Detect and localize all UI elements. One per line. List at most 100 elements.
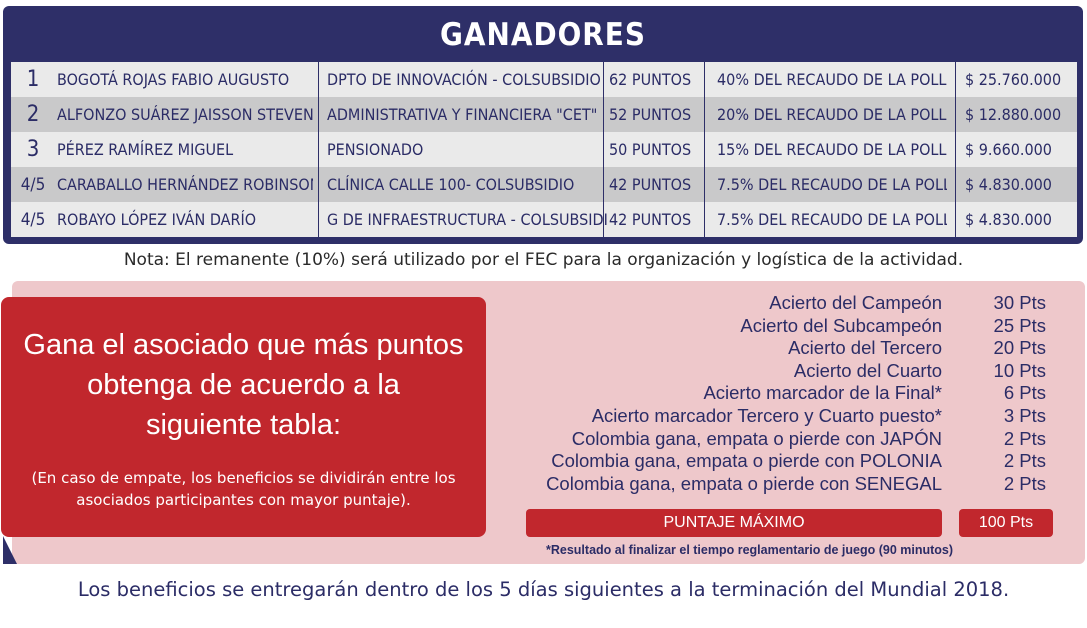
scoring-row: Colombia gana, empata o pierde con SENEG… [490,473,1060,496]
column-divider [955,97,956,132]
winner-name: CARABALLO HERNÁNDEZ ROBINSON [57,175,313,194]
column-divider [955,132,956,167]
winners-title: GANADORES [440,17,646,53]
winner-row: 3 PÉREZ RAMÍREZ MIGUEL PENSIONADO 50 PUN… [11,132,1077,167]
result-footnote: *Resultado al finalizar el tiempo reglam… [546,543,954,557]
winner-position: 1 [26,67,40,92]
winner-share: 40% DEL RECAUDO DE LA POLLA [717,70,947,89]
scoring-points: 30 Pts [993,292,1046,313]
column-divider [704,132,705,167]
scoring-row: Colombia gana, empata o pierde con POLON… [490,450,1060,473]
scoring-label: Colombia gana, empata o pierde con POLON… [551,450,942,472]
scoring-row: Acierto del Tercero 20 Pts [490,337,1060,360]
winner-name: ALFONZO SUÁREZ JAISSON STEVEN [57,105,313,124]
column-divider [955,202,956,237]
scoring-label: Colombia gana, empata o pierde con JAPÓN [571,427,942,449]
column-divider [603,132,604,167]
tie-break-line: (En caso de empate, los beneficios se di… [31,469,456,487]
rules-callout: Gana el asociado que más puntos obtenga … [1,297,486,537]
column-divider [955,62,956,97]
benefits-delivery-note: Los beneficios se entregarán dentro de l… [77,578,1010,601]
column-divider [603,97,604,132]
scoring-label: Acierto del Subcampeón [740,314,942,336]
winner-points: 42 PUNTOS [609,175,692,194]
scoring-points: 2 Pts [1003,450,1046,472]
winner-points: 50 PUNTOS [609,140,692,159]
scoring-table: Acierto del Campeón 30 Pts Acierto del S… [490,292,1060,495]
remainder-note: Nota: El remanente (10%) será utilizado … [123,250,964,270]
scoring-points: 25 Pts [993,314,1046,336]
winner-row: 4/5 CARABALLO HERNÁNDEZ ROBINSON CLÍNICA… [11,167,1077,202]
column-divider [318,202,319,237]
scoring-points: 2 Pts [1003,427,1046,449]
winner-name: ROBAYO LÓPEZ IVÁN DARÍO [57,210,257,229]
winner-name: BOGOTÁ ROJAS FABIO AUGUSTO [57,70,290,89]
winner-department: DPTO DE INNOVACIÓN - COLSUBSIDIO [327,70,601,89]
scoring-label: Colombia gana, empata o pierde con SENEG… [546,472,942,494]
scoring-label: Acierto del Tercero [788,337,942,359]
winner-points: 52 PUNTOS [609,105,692,124]
winner-share: 15% DEL RECAUDO DE LA POLLA [717,140,947,159]
winner-row: 4/5 ROBAYO LÓPEZ IVÁN DARÍO G DE INFRAES… [11,202,1077,237]
column-divider [318,167,319,202]
scoring-points: 2 Pts [1003,472,1046,494]
scoring-points: 3 Pts [1003,404,1046,426]
winner-department: G DE INFRAESTRUCTURA - COLSUBSIDIO [327,210,607,229]
scoring-label: Acierto del Cuarto [793,359,942,381]
scoring-points: 10 Pts [993,359,1046,381]
scoring-points: 20 Pts [993,337,1046,359]
winner-position: 3 [26,137,40,162]
column-divider [704,202,705,237]
rules-headline-line: Gana el asociado que más puntos [23,329,464,361]
column-divider [704,97,705,132]
rules-headline: Gana el asociado que más puntos obtenga … [11,325,476,445]
winner-amount: $ 9.660.000 [965,140,1052,159]
scoring-label: Acierto del Campeón [769,292,942,313]
winner-amount: $ 4.830.000 [965,175,1052,194]
winner-amount: $ 12.880.000 [965,105,1062,124]
column-divider [318,62,319,97]
scoring-row: Acierto del Subcampeón 25 Pts [490,315,1060,338]
winner-position: 4/5 [20,210,46,230]
column-divider [318,97,319,132]
winner-share: 7.5% DEL RECAUDO DE LA POLLA [717,210,947,229]
winner-amount: $ 25.760.000 [965,70,1062,89]
winner-position: 2 [26,102,40,127]
scoring-points: 6 Pts [1003,382,1046,404]
winner-department: PENSIONADO [327,140,424,159]
tie-break-line: asociados participantes con mayor puntaj… [76,491,411,509]
winner-department: CLÍNICA CALLE 100- COLSUBSIDIO [327,175,575,194]
column-divider [603,202,604,237]
rules-headline-line: obtenga de acuerdo a la [87,369,400,401]
tie-break-note: (En caso de empate, los beneficios se di… [11,467,476,511]
winner-points: 62 PUNTOS [609,70,692,89]
scoring-row: Acierto del Cuarto 10 Pts [490,360,1060,383]
max-score-value: 100 Pts [959,509,1053,537]
column-divider [318,132,319,167]
winners-table: 1 BOGOTÁ ROJAS FABIO AUGUSTO DPTO DE INN… [11,62,1077,238]
scoring-label: Acierto marcador Tercero y Cuarto puesto… [591,404,942,426]
scoring-row: Acierto marcador de la Final* 6 Pts [490,382,1060,405]
max-score-label: PUNTAJE MÁXIMO [526,509,942,537]
scoring-row: Colombia gana, empata o pierde con JAPÓN… [490,428,1060,451]
winner-department: ADMINISTRATIVA Y FINANCIERA "CET" [327,105,598,124]
winner-share: 20% DEL RECAUDO DE LA POLLA [717,105,947,124]
scoring-label: Acierto marcador de la Final* [703,382,942,404]
winner-row: 2 ALFONZO SUÁREZ JAISSON STEVEN ADMINIST… [11,97,1077,132]
winner-share: 7.5% DEL RECAUDO DE LA POLLA [717,175,947,194]
scoring-row: Acierto marcador Tercero y Cuarto puesto… [490,405,1060,428]
winner-points: 42 PUNTOS [609,210,692,229]
column-divider [955,167,956,202]
winner-name: PÉREZ RAMÍREZ MIGUEL [57,140,234,159]
panel-corner-accent [3,536,17,564]
winner-amount: $ 4.830.000 [965,210,1052,229]
rules-headline-line: siguiente tabla: [145,409,342,441]
column-divider [603,167,604,202]
column-divider [603,62,604,97]
winner-row: 1 BOGOTÁ ROJAS FABIO AUGUSTO DPTO DE INN… [11,62,1077,97]
winner-position: 4/5 [20,175,46,195]
winners-panel: GANADORES 1 BOGOTÁ ROJAS FABIO AUGUSTO D… [3,6,1083,244]
column-divider [704,167,705,202]
scoring-row: Acierto del Campeón 30 Pts [490,292,1060,315]
column-divider [704,62,705,97]
